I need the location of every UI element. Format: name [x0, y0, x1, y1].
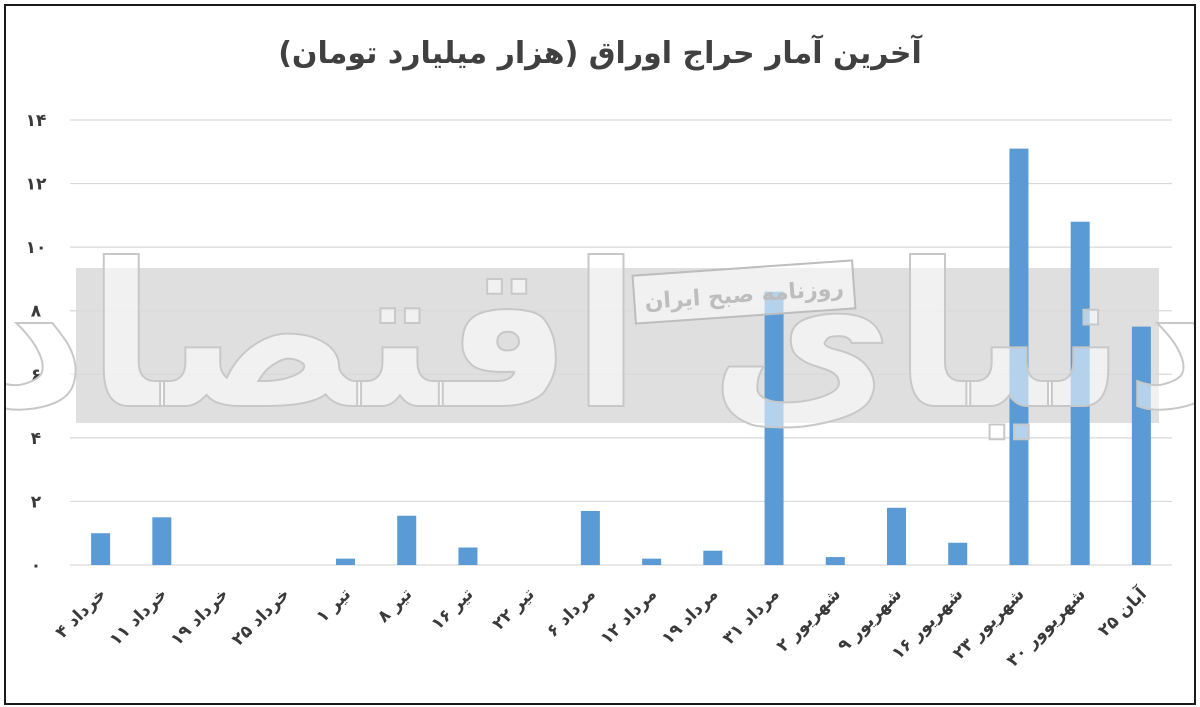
x-tick-label: ۴ خرداد: [52, 584, 110, 642]
bar: [825, 557, 845, 565]
bar: [764, 291, 784, 565]
watermark-main-text: دنیای اقتصاد: [6, 221, 1194, 454]
bar: [948, 542, 968, 565]
bar: [1009, 148, 1029, 565]
bar: [1070, 221, 1090, 565]
y-tick-label: ۱۰: [26, 238, 47, 258]
bar: [152, 517, 172, 565]
watermark-sub-box: [631, 259, 857, 325]
bar: [642, 558, 662, 565]
y-tick-label: ۰: [31, 556, 41, 576]
bar: [580, 510, 600, 565]
x-tick-label: ۲ شهریور: [773, 584, 845, 656]
bars: [91, 148, 1151, 565]
x-tick-label: ۱۲ مرداد: [597, 584, 661, 648]
chart-frame: آخرین آمار حراج اوراق (هزار میلیارد توما…: [4, 4, 1196, 705]
x-tick-label: ۲۵ آبان: [1093, 582, 1152, 641]
x-tick-label: ۳۱ مرداد: [719, 584, 783, 648]
bar: [397, 515, 417, 565]
bar: [1131, 326, 1151, 565]
bar: [336, 558, 355, 565]
y-tick-label: ۴: [31, 429, 41, 449]
y-axis-ticks: ۰ ۲ ۴ ۶ ۸ ۱۰ ۱۲ ۱۴: [26, 111, 47, 576]
bar: [703, 550, 723, 565]
x-tick-label: ۲۵ خرداد: [228, 584, 294, 650]
watermark-band-rect: [76, 268, 1159, 423]
x-tick-label: ۱ تیر: [312, 584, 355, 627]
x-tick-label: ۱۹ خرداد: [167, 584, 233, 650]
watermark-band: [76, 268, 1159, 423]
x-tick-label: ۶ مرداد: [543, 584, 600, 641]
y-tick-label: ۶: [31, 365, 41, 385]
y-tick-label: ۸: [31, 302, 42, 322]
x-tick-label: ۸ تیر: [374, 584, 417, 627]
bar: [887, 507, 906, 565]
x-tick-label: ۱۱ خرداد: [106, 584, 172, 650]
y-tick-label: ۲: [31, 492, 42, 512]
x-tick-label: ۱۹ مرداد: [658, 584, 722, 648]
y-tick-label: ۱۲: [26, 175, 47, 195]
x-tick-label: ۱۶ تیر: [428, 584, 478, 634]
y-tick-label: ۱۴: [26, 111, 47, 131]
bar: [458, 547, 478, 565]
chart-title: آخرین آمار حراج اوراق (هزار میلیارد توما…: [278, 36, 922, 71]
x-tick-label: ۲۲ تیر: [489, 584, 539, 634]
bar: [91, 533, 111, 565]
